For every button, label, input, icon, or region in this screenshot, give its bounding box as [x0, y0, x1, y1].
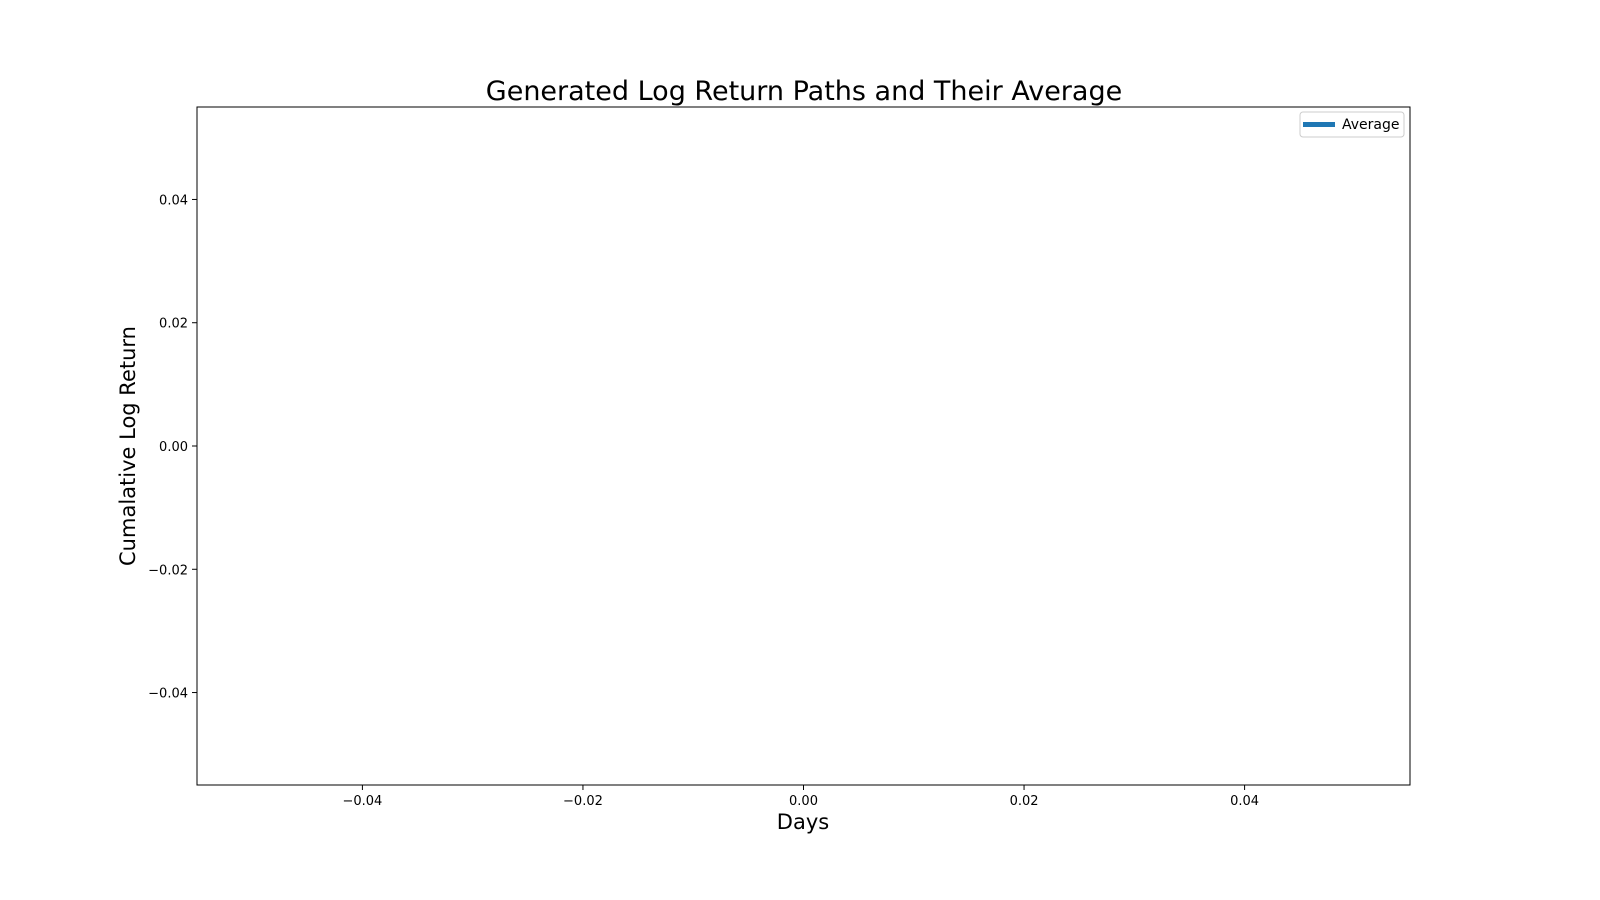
- y-tick-label: 0.02: [159, 317, 188, 332]
- y-tick-label: −0.02: [148, 563, 188, 578]
- y-tick-label: 0.00: [159, 440, 188, 455]
- x-axis-ticks: −0.04 −0.02 0.00 0.02 0.04: [342, 785, 1259, 809]
- x-tick-label: 0.00: [789, 794, 818, 809]
- x-tick-label: −0.02: [563, 794, 603, 809]
- x-tick-label: 0.04: [1230, 794, 1259, 809]
- y-axis-ticks: −0.04 −0.02 0.00 0.02 0.04: [148, 193, 197, 702]
- y-axis-title: Cumalative Log Return: [116, 326, 140, 566]
- legend-label-average: Average: [1342, 117, 1400, 133]
- chart-title: Generated Log Return Paths and Their Ave…: [486, 76, 1122, 107]
- y-tick-label: 0.04: [159, 193, 188, 208]
- y-tick-label: −0.04: [148, 687, 188, 702]
- x-axis-title: Days: [777, 810, 829, 834]
- legend-frame: [1299, 111, 1405, 138]
- x-tick-label: −0.04: [342, 794, 382, 809]
- legend: Average: [1299, 111, 1405, 138]
- x-tick-label: 0.02: [1010, 794, 1039, 809]
- plot-area: [196, 106, 1411, 786]
